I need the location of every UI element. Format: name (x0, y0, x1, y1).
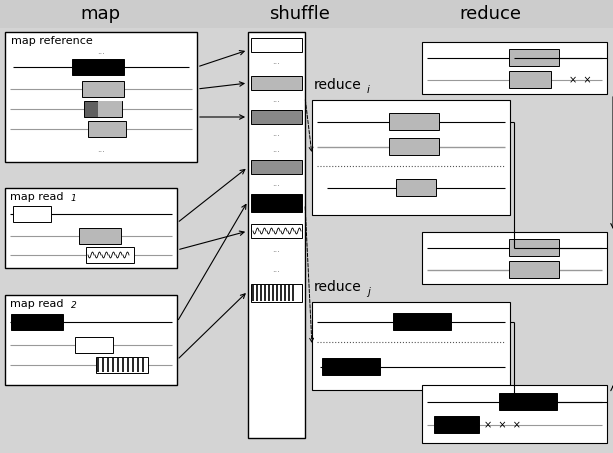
Bar (96, 357, 148, 373)
Bar (422, 232, 607, 284)
Text: reduce: reduce (459, 5, 521, 23)
Text: reduce: reduce (314, 280, 362, 294)
Text: j: j (367, 287, 370, 297)
Bar (251, 76, 302, 90)
Bar (86, 247, 134, 263)
Bar (11, 314, 63, 330)
Text: map: map (80, 5, 120, 23)
Text: 2: 2 (71, 301, 77, 310)
Bar (393, 313, 451, 330)
Bar (0, 0, 613, 28)
Text: 1: 1 (71, 194, 77, 203)
Text: ...: ... (272, 95, 280, 103)
Text: i: i (367, 85, 370, 95)
Bar (312, 100, 510, 215)
Bar (251, 224, 302, 238)
Text: ...: ... (272, 58, 280, 67)
Bar (396, 179, 436, 196)
Bar (509, 71, 551, 88)
Bar (251, 160, 302, 174)
Text: map reference: map reference (11, 36, 93, 46)
Text: ...: ... (272, 145, 280, 154)
Text: ...: ... (97, 47, 105, 56)
Bar (322, 358, 380, 375)
Bar (248, 32, 305, 438)
Bar (499, 393, 557, 410)
Bar (75, 337, 113, 353)
Text: ...: ... (272, 265, 280, 275)
Bar (422, 42, 607, 94)
Bar (88, 121, 126, 137)
Text: reduce: reduce (314, 78, 362, 92)
Text: ...: ... (272, 246, 280, 255)
Bar (98, 101, 122, 117)
Bar (251, 110, 302, 124)
Bar (509, 239, 559, 256)
Bar (79, 228, 121, 244)
Bar (5, 295, 177, 385)
Text: ...: ... (272, 130, 280, 139)
Text: ×  ×  ×: × × × (484, 420, 521, 430)
Bar (389, 138, 439, 155)
Bar (251, 38, 302, 52)
Bar (509, 49, 559, 66)
Text: ...: ... (97, 145, 105, 154)
Bar (72, 59, 124, 75)
Bar (82, 81, 124, 97)
Bar (5, 32, 197, 162)
Bar (13, 206, 51, 222)
Bar (312, 302, 510, 390)
Bar (251, 194, 302, 212)
Text: ...: ... (272, 179, 280, 188)
Bar (389, 113, 439, 130)
Text: shuffle: shuffle (270, 5, 330, 23)
Bar (5, 188, 177, 268)
Bar (509, 261, 559, 278)
Bar (434, 416, 479, 433)
Bar (422, 385, 607, 443)
Text: map read: map read (10, 299, 64, 309)
Bar (251, 284, 302, 302)
Text: ×  ×: × × (569, 75, 592, 85)
Text: map read: map read (10, 192, 64, 202)
Bar (84, 101, 122, 117)
